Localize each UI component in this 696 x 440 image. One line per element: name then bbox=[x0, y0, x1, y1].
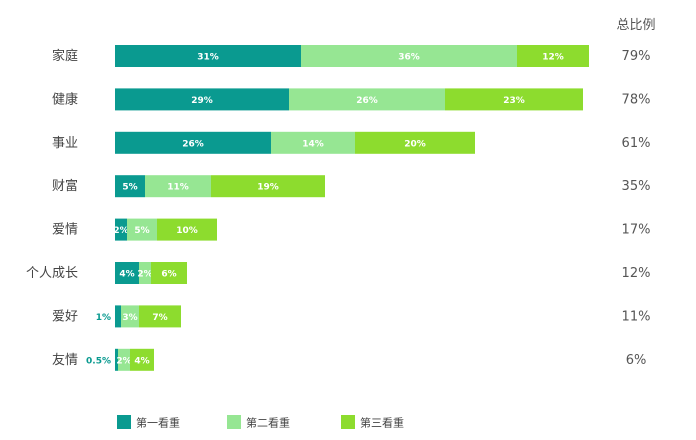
segment-value-label: 0.5% bbox=[86, 356, 111, 366]
bar-segment bbox=[355, 131, 475, 154]
bar-segment bbox=[445, 88, 583, 111]
segment-value-label: 11% bbox=[167, 183, 189, 193]
bar-segment bbox=[121, 305, 139, 328]
segment-value-label: 31% bbox=[197, 53, 219, 63]
bar-segment bbox=[151, 262, 187, 284]
legend: 第一看重 第二看重 第三看重 bbox=[117, 415, 404, 430]
bar-segment bbox=[115, 348, 118, 371]
bar-segment bbox=[127, 218, 157, 241]
bar-segment bbox=[115, 305, 121, 328]
bar-segment bbox=[211, 175, 325, 198]
segment-value-label: 29% bbox=[191, 96, 213, 106]
total-value: 11% bbox=[622, 309, 651, 324]
segment-value-label: 14% bbox=[302, 139, 324, 149]
bars-group: 家庭 31% 36% 12% 79% 健康 29% 26% 23% 78% 事业 26% 14% 20% 6… bbox=[26, 45, 650, 371]
segment-value-label: 2% bbox=[137, 270, 152, 280]
bar-segment bbox=[271, 131, 355, 154]
total-value: 61% bbox=[622, 136, 651, 151]
bar-segment bbox=[301, 45, 517, 67]
legend-swatch bbox=[341, 415, 355, 429]
bar-segment bbox=[145, 175, 211, 198]
bar-segment bbox=[115, 88, 289, 111]
category-label: 爱好 bbox=[52, 309, 78, 324]
total-value: 12% bbox=[622, 266, 651, 281]
bar-segment bbox=[115, 131, 271, 154]
segment-value-label: 4% bbox=[119, 270, 134, 280]
category-label: 事业 bbox=[52, 136, 78, 151]
category-label: 爱情 bbox=[52, 223, 78, 238]
bar-segment bbox=[115, 218, 127, 241]
bar-segment bbox=[118, 348, 130, 371]
bar-segment bbox=[115, 262, 139, 284]
bar-segment bbox=[139, 305, 181, 328]
total-value: 6% bbox=[626, 353, 647, 368]
segment-value-label: 4% bbox=[134, 356, 149, 366]
bar-segment bbox=[130, 348, 154, 371]
total-value: 78% bbox=[622, 92, 651, 107]
total-value: 79% bbox=[622, 49, 651, 64]
category-label: 家庭 bbox=[52, 48, 78, 64]
legend-label: 第一看重 bbox=[136, 416, 180, 430]
bar-segment bbox=[289, 88, 445, 111]
total-column-header: 总比例 bbox=[616, 18, 655, 33]
category-label: 友情 bbox=[52, 352, 78, 368]
bar-segment bbox=[115, 45, 301, 67]
segment-value-label: 3% bbox=[122, 313, 137, 323]
bar-segment bbox=[517, 45, 589, 67]
legend-swatch bbox=[117, 415, 131, 429]
category-label: 健康 bbox=[52, 91, 78, 107]
total-value: 35% bbox=[622, 179, 651, 194]
segment-value-label: 23% bbox=[503, 96, 525, 106]
segment-value-label: 2% bbox=[113, 226, 128, 236]
legend-swatch bbox=[227, 415, 241, 429]
segment-value-label: 26% bbox=[356, 96, 378, 106]
segment-value-label: 26% bbox=[182, 139, 204, 149]
segment-value-label: 7% bbox=[152, 313, 167, 323]
total-value: 17% bbox=[622, 223, 651, 238]
legend-label: 第三看重 bbox=[360, 416, 404, 430]
segment-value-label: 12% bbox=[542, 53, 564, 63]
bar-segment bbox=[157, 218, 217, 241]
segment-value-label: 5% bbox=[122, 183, 137, 193]
segment-value-label: 20% bbox=[404, 139, 426, 149]
category-label: 个人成长 bbox=[26, 266, 78, 281]
category-label: 财富 bbox=[52, 178, 78, 194]
segment-value-label: 36% bbox=[398, 53, 420, 63]
bar-segment bbox=[139, 262, 151, 284]
segment-value-label: 6% bbox=[161, 270, 176, 280]
legend-label: 第二看重 bbox=[246, 416, 290, 430]
bar-segment bbox=[115, 175, 145, 198]
segment-value-label: 5% bbox=[134, 226, 149, 236]
segment-value-label: 19% bbox=[257, 183, 279, 193]
segment-value-label: 1% bbox=[96, 313, 111, 323]
segment-value-label: 10% bbox=[176, 226, 198, 236]
segment-value-label: 2% bbox=[116, 356, 131, 366]
